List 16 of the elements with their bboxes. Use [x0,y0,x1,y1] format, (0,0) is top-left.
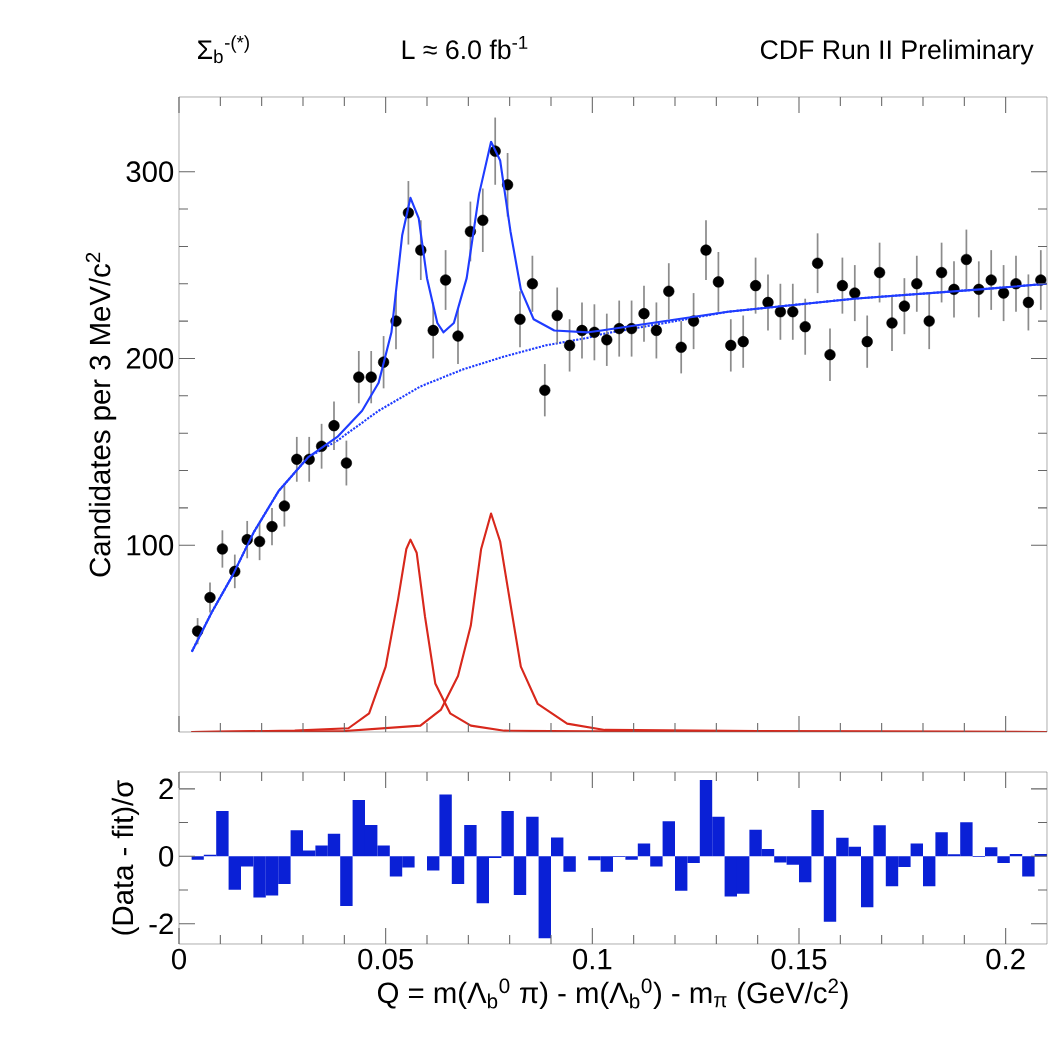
y-tick-label: 0 [159,845,174,867]
x-tick-label: 0.2 [986,948,1025,970]
text: Σ$_{b}$-(*) [198,35,249,64]
text: L ≈ 6.0 fb$^{-1}$ [402,36,528,60]
y-tick-label: -2 [149,913,173,934]
y-tick-label: 2 [159,778,173,800]
x-tick-label: 0.05 [358,948,413,970]
y-axis-title: (Data - fit)/σ [111,780,140,935]
text: CDF Run II Preliminary [760,39,1034,65]
x-tick-label: 0.15 [771,948,827,970]
y-axis-title: Candidates per 3 MeV/c$^{2}$ [85,252,117,577]
x-tick-label: 0.1 [573,948,612,970]
text: Q = m(Λ$_{b}$$^{0}$ π) - m(Λ$_{b}$$^{0}$) - m$_{π}$ (GeV/c$^{2}$) [377,978,848,1010]
y-tick-label: 200 [126,348,174,369]
y-tick-label: 100 [127,534,174,556]
y-tick-label: 300 [126,161,174,183]
